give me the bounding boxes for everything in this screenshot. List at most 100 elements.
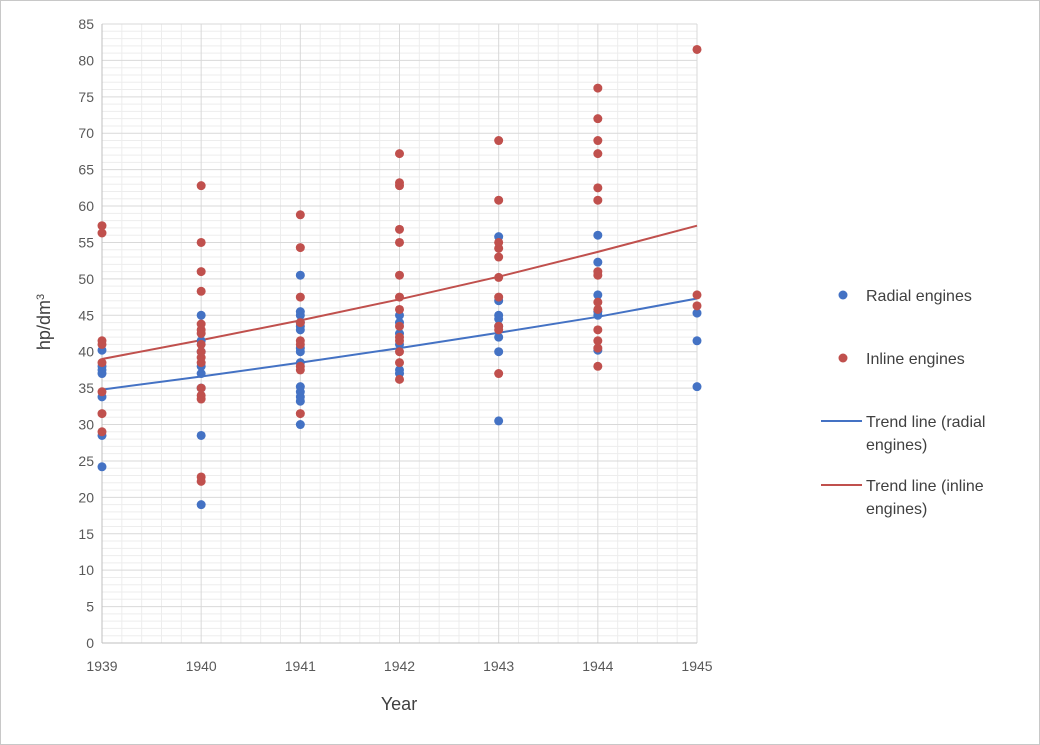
y-tick-label: 25 bbox=[78, 453, 94, 469]
data-point bbox=[692, 336, 702, 346]
data-point bbox=[395, 321, 404, 331]
data-point bbox=[295, 409, 305, 419]
data-point bbox=[593, 336, 603, 346]
data-point bbox=[395, 270, 404, 280]
y-tick-label: 0 bbox=[86, 635, 94, 651]
data-point bbox=[295, 310, 305, 320]
data-point bbox=[295, 210, 305, 220]
legend-marker bbox=[838, 353, 848, 363]
data-point bbox=[494, 243, 504, 253]
data-point bbox=[494, 252, 504, 262]
y-tick-label: 15 bbox=[78, 526, 94, 542]
legend-label: Trend line (radial bbox=[866, 414, 985, 431]
x-tick-label: 1941 bbox=[285, 658, 316, 674]
data-point bbox=[692, 44, 702, 54]
data-point bbox=[593, 343, 603, 353]
data-point bbox=[196, 430, 206, 440]
data-point bbox=[97, 409, 107, 419]
data-point bbox=[692, 382, 702, 392]
data-point bbox=[295, 325, 305, 335]
data-point bbox=[593, 325, 603, 335]
data-points bbox=[97, 44, 702, 510]
data-point bbox=[692, 290, 702, 300]
data-point bbox=[295, 292, 305, 302]
data-point bbox=[494, 416, 504, 426]
y-tick-label: 35 bbox=[78, 380, 94, 396]
data-point bbox=[196, 339, 206, 349]
data-point bbox=[593, 83, 603, 93]
data-point bbox=[395, 149, 404, 159]
data-point bbox=[295, 243, 305, 253]
data-point bbox=[196, 358, 206, 368]
data-point bbox=[593, 304, 603, 314]
y-tick-label: 65 bbox=[78, 162, 94, 178]
y-axis-title-text: hp/dm bbox=[34, 300, 54, 350]
y-axis-title-superscript: 3 bbox=[35, 294, 47, 300]
x-tick-label: 1942 bbox=[384, 658, 415, 674]
data-point bbox=[196, 500, 206, 510]
y-tick-label: 85 bbox=[78, 16, 94, 32]
y-tick-label: 40 bbox=[78, 344, 94, 360]
data-point bbox=[593, 136, 603, 146]
data-point bbox=[295, 270, 305, 280]
legend-label: engines) bbox=[866, 437, 927, 454]
data-point bbox=[97, 228, 107, 238]
y-tick-label: 70 bbox=[78, 125, 94, 141]
y-tick-label: 30 bbox=[78, 417, 94, 433]
data-point bbox=[97, 387, 107, 397]
data-point bbox=[196, 237, 206, 247]
y-axis-title: hp/dm3 bbox=[34, 294, 54, 350]
x-tick-label: 1945 bbox=[681, 658, 712, 674]
data-point bbox=[692, 308, 702, 318]
data-point bbox=[196, 369, 206, 379]
data-point bbox=[395, 347, 404, 357]
x-tick-label: 1940 bbox=[186, 658, 217, 674]
data-point bbox=[395, 181, 404, 191]
data-point bbox=[196, 310, 206, 320]
data-point bbox=[593, 257, 603, 267]
legend-label: Inline engines bbox=[866, 351, 965, 368]
y-tick-label: 20 bbox=[78, 489, 94, 505]
legend-label: Radial engines bbox=[866, 288, 972, 305]
data-point bbox=[494, 292, 504, 302]
y-tick-label: 55 bbox=[78, 234, 94, 250]
data-point bbox=[196, 286, 206, 296]
y-axis-tick-labels: 0 5 10 15 20 25 30 35 40 45 50 55 60 65 70 75 80 85 bbox=[78, 16, 94, 651]
data-point bbox=[97, 369, 107, 379]
data-point bbox=[494, 369, 504, 379]
data-point bbox=[395, 304, 404, 314]
data-point bbox=[196, 383, 206, 393]
data-point bbox=[593, 230, 603, 240]
data-point bbox=[593, 114, 603, 124]
data-point bbox=[593, 290, 603, 300]
data-point bbox=[395, 224, 404, 234]
legend-label: engines) bbox=[866, 501, 927, 518]
axis-lines bbox=[101, 24, 697, 644]
y-tick-label: 10 bbox=[78, 562, 94, 578]
data-point bbox=[97, 358, 107, 368]
data-point bbox=[295, 396, 305, 406]
data-point bbox=[97, 427, 107, 437]
data-point bbox=[494, 332, 504, 342]
data-point bbox=[295, 339, 305, 349]
x-axis-tick-labels: 1939 1940 1941 1942 1943 1944 1945 bbox=[86, 658, 712, 674]
y-tick-label: 60 bbox=[78, 198, 94, 214]
data-point bbox=[593, 270, 603, 280]
data-point bbox=[395, 292, 404, 302]
data-point bbox=[295, 318, 305, 328]
data-point bbox=[295, 365, 305, 375]
data-point bbox=[494, 136, 504, 146]
data-point bbox=[494, 272, 504, 282]
data-point bbox=[395, 237, 404, 247]
x-tick-label: 1944 bbox=[582, 658, 613, 674]
legend-marker bbox=[838, 290, 848, 300]
data-point bbox=[494, 314, 504, 324]
data-point bbox=[196, 476, 206, 486]
y-tick-label: 5 bbox=[86, 599, 94, 615]
y-tick-label: 50 bbox=[78, 271, 94, 287]
data-point bbox=[593, 195, 603, 205]
data-point bbox=[295, 347, 305, 357]
data-point bbox=[196, 394, 206, 404]
x-tick-label: 1943 bbox=[483, 658, 514, 674]
